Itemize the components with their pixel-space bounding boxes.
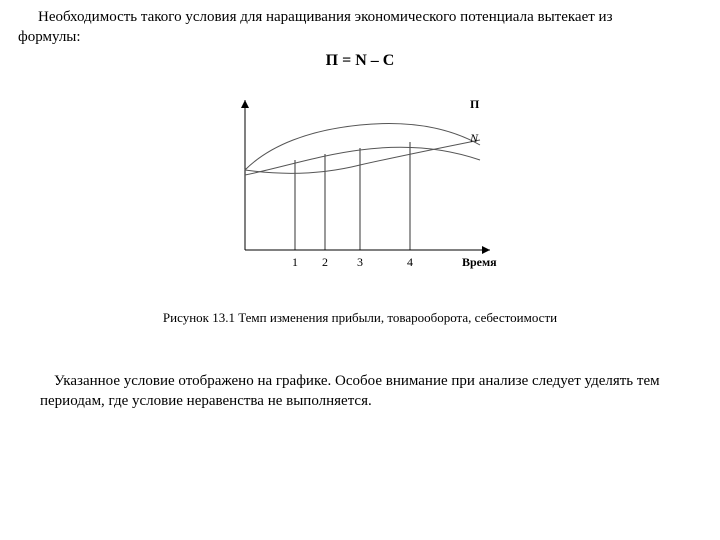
- svg-text:Время: Время: [462, 255, 497, 269]
- svg-text:3: 3: [357, 255, 363, 269]
- chart: 1 2 3 4 П N Время: [210, 90, 510, 290]
- intro-paragraph: Необходимость такого условия для наращив…: [18, 8, 658, 47]
- body-paragraph: Указанное условие отображено на графике.…: [40, 372, 680, 411]
- line-chart-svg: 1 2 3 4 П N Время: [210, 90, 510, 280]
- svg-text:2: 2: [322, 255, 328, 269]
- svg-text:1: 1: [292, 255, 298, 269]
- formula: П = N – C: [0, 52, 720, 70]
- svg-text:4: 4: [407, 255, 413, 269]
- svg-text:N: N: [469, 131, 479, 145]
- svg-text:П: П: [470, 97, 480, 111]
- figure-caption: Рисунок 13.1 Темп изменения прибыли, тов…: [0, 310, 720, 326]
